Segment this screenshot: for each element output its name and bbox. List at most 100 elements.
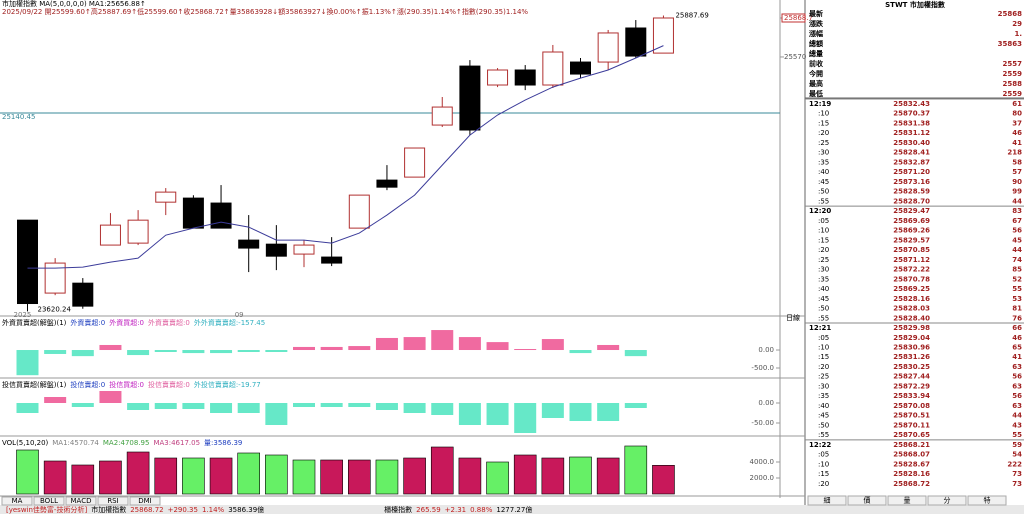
tick-volume: 222 bbox=[1007, 460, 1022, 468]
bar bbox=[597, 344, 620, 351]
tick-volume: 55 bbox=[1012, 285, 1022, 293]
tick-volume: 53 bbox=[1012, 295, 1022, 303]
bar bbox=[403, 457, 426, 495]
tick-time: :15 bbox=[818, 470, 829, 478]
panel-title-part: 外資買超:0 bbox=[109, 318, 144, 327]
bar bbox=[99, 344, 122, 351]
indicator-tab[interactable]: MA bbox=[1, 496, 33, 506]
tick-volume: 218 bbox=[1007, 149, 1022, 157]
tab-box[interactable] bbox=[1, 496, 33, 506]
tick-price: 25871.20 bbox=[893, 168, 930, 176]
quote-value: 2588 bbox=[1003, 80, 1023, 88]
tab-label[interactable]: 分 bbox=[944, 496, 951, 505]
tick-price: 25868.07 bbox=[893, 451, 930, 459]
tab-label[interactable]: RSI bbox=[107, 497, 118, 505]
candle-body bbox=[210, 202, 232, 229]
indicator-tab[interactable]: DMI bbox=[129, 496, 161, 506]
quote-value: 1. bbox=[1014, 30, 1022, 38]
tick-price: 25829.47 bbox=[893, 207, 930, 215]
y-tick-label: 25868.7 bbox=[784, 14, 813, 22]
tick-volume: 63 bbox=[1012, 402, 1022, 410]
tab-box[interactable] bbox=[33, 496, 65, 506]
tick-price: 25870.11 bbox=[893, 421, 930, 429]
bar bbox=[16, 449, 39, 495]
tick-time: :35 bbox=[818, 275, 829, 283]
bar bbox=[182, 350, 205, 354]
panel-title: 投信買賣超(解盤)(1) 投信賣超:0 投信買超:0 投信賣賣超:0 外投信賣賣超:-1… bbox=[2, 380, 261, 389]
tick-time: :05 bbox=[818, 334, 829, 342]
tick-volume: 90 bbox=[1012, 178, 1022, 186]
indicator-tab[interactable]: BOLL bbox=[33, 496, 65, 506]
tab-label[interactable]: 特 bbox=[984, 496, 991, 505]
bar bbox=[154, 403, 177, 409]
tab-box[interactable] bbox=[65, 496, 97, 506]
panel-title-part: 外資賣賣超:0 bbox=[148, 318, 190, 327]
tick-price: 25828.67 bbox=[893, 460, 930, 468]
tick-time: :45 bbox=[818, 178, 829, 186]
y-tick-label: 2000.0 bbox=[750, 474, 775, 482]
tab-label[interactable]: 量 bbox=[904, 497, 911, 505]
detail-tab[interactable]: 價 bbox=[847, 495, 887, 506]
bar bbox=[652, 465, 675, 495]
candle-body bbox=[431, 106, 453, 126]
tick-volume: 99 bbox=[1012, 188, 1022, 196]
status-part: 市加權指數 bbox=[91, 505, 126, 514]
quote-label: 總額 bbox=[809, 39, 823, 48]
tab-label[interactable]: MACD bbox=[71, 497, 92, 505]
detail-tab[interactable]: 分 bbox=[927, 495, 967, 506]
tick-time: :50 bbox=[818, 188, 829, 196]
tab-box[interactable] bbox=[807, 495, 847, 506]
tab-box[interactable] bbox=[927, 495, 967, 506]
tick-time: :15 bbox=[818, 236, 829, 244]
bar bbox=[375, 459, 399, 495]
tick-price: 25828.41 bbox=[893, 149, 930, 157]
tab-label[interactable]: 價 bbox=[864, 496, 871, 505]
detail-tab[interactable]: 特 bbox=[967, 495, 1007, 506]
tick-price: 25828.40 bbox=[893, 314, 930, 322]
tick-price: 25872.29 bbox=[893, 382, 930, 390]
bar bbox=[458, 403, 481, 425]
indicator-tab[interactable]: MACD bbox=[65, 496, 97, 506]
bar bbox=[569, 456, 592, 495]
tab-label[interactable]: 細 bbox=[824, 496, 831, 505]
tick-time: :45 bbox=[818, 295, 829, 303]
detail-tab[interactable]: 細 bbox=[807, 495, 847, 506]
detail-tab[interactable]: 量 bbox=[887, 495, 927, 506]
status-part: 3586.39億 bbox=[228, 505, 264, 514]
tab-box[interactable] bbox=[129, 496, 161, 506]
tick-volume: 56 bbox=[1012, 373, 1022, 381]
tick-price: 25830.25 bbox=[893, 363, 930, 371]
bar bbox=[320, 459, 343, 495]
y-tick-label: 4000.0 bbox=[750, 458, 775, 466]
tick-time: :55 bbox=[818, 314, 829, 322]
tab-box[interactable] bbox=[847, 495, 887, 506]
tab-box[interactable] bbox=[97, 496, 129, 506]
tick-volume: 57 bbox=[1012, 168, 1022, 176]
quote-value: 2559 bbox=[1003, 70, 1023, 78]
tick-time: :35 bbox=[818, 158, 829, 166]
tick-price: 25829.57 bbox=[893, 236, 930, 244]
bar bbox=[375, 337, 398, 351]
candle-body bbox=[459, 65, 481, 131]
y-tick-label: 0.00 bbox=[758, 399, 774, 407]
panel-title-part: VOL(5,10,20) bbox=[2, 439, 49, 447]
tick-price: 25869.69 bbox=[893, 217, 930, 225]
tick-time: 12:20 bbox=[809, 207, 831, 215]
bar bbox=[99, 460, 122, 495]
bar bbox=[320, 346, 343, 351]
tick-volume: 46 bbox=[1012, 129, 1022, 137]
tab-label[interactable]: MA bbox=[12, 497, 23, 505]
bar bbox=[127, 350, 150, 356]
tick-time: :35 bbox=[818, 392, 829, 400]
tick-volume: 44 bbox=[1012, 197, 1022, 205]
indicator-tab[interactable]: RSI bbox=[97, 496, 129, 506]
bar bbox=[44, 397, 67, 403]
tab-label[interactable]: BOLL bbox=[40, 497, 58, 505]
bar bbox=[597, 403, 620, 421]
tab-box[interactable] bbox=[887, 495, 927, 506]
bar bbox=[569, 403, 592, 421]
tab-box[interactable] bbox=[967, 495, 1007, 506]
tab-label[interactable]: DMI bbox=[138, 497, 152, 505]
tick-time: :15 bbox=[818, 119, 829, 127]
tick-volume: 67 bbox=[1012, 217, 1022, 225]
